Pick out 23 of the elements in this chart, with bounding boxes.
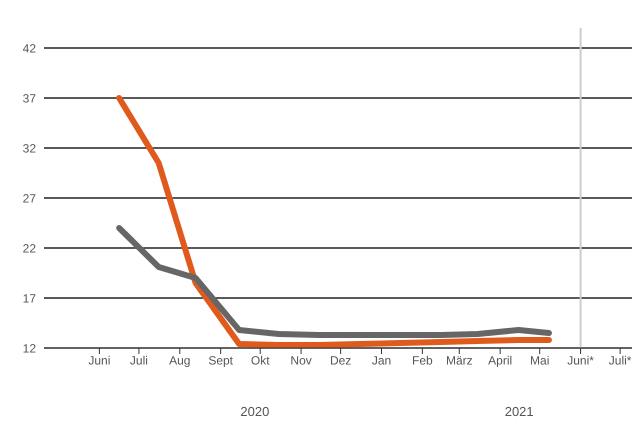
x-tick-label: März: [446, 354, 473, 368]
x-tick-label: Juli*: [608, 354, 632, 368]
y-tick-label: 22: [22, 241, 36, 256]
y-tick-label: 17: [22, 291, 36, 306]
x-tick-label: Dez: [330, 354, 352, 368]
x-tick-label: Aug: [169, 354, 190, 368]
x-tick-label: Okt: [250, 354, 270, 368]
y-tick-label: 27: [22, 191, 36, 206]
y-tick-label: 12: [22, 341, 36, 356]
x-tick-label: Feb: [412, 354, 434, 368]
x-tick-label: April: [488, 354, 512, 368]
y-tick-label: 42: [22, 41, 36, 56]
x-tick-label: Sept: [208, 354, 234, 368]
x-tick-label: Juli: [130, 354, 148, 368]
x-tick-label: Nov: [290, 354, 312, 368]
x-tick-label: Jan: [372, 354, 392, 368]
text: 2020: [239, 404, 270, 419]
y-tick-label: 32: [22, 141, 36, 156]
x-tick-label: Juni*: [567, 354, 594, 368]
x-tick-label: Mai: [530, 354, 550, 368]
x-tick-label: Juni: [88, 354, 110, 368]
text: 2021: [504, 404, 535, 419]
y-tick-label: 37: [22, 91, 36, 106]
